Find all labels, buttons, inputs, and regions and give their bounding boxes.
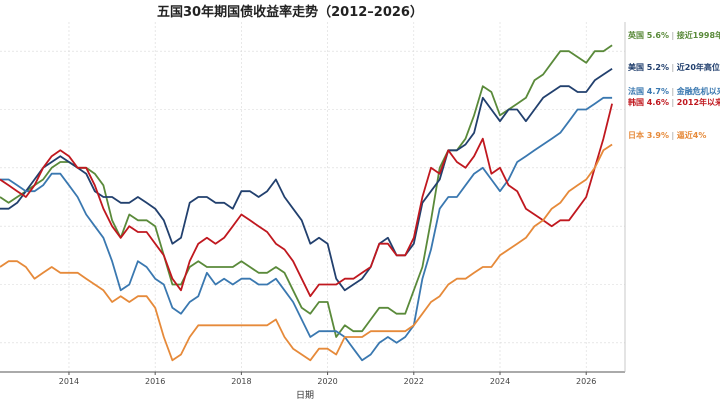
series-lines bbox=[0, 44, 613, 362]
axes bbox=[0, 22, 626, 373]
end-label-英国: 英国 5.6% | 接近1998年 bbox=[627, 30, 720, 40]
series-line-美国 bbox=[0, 67, 613, 292]
x-tick-label: 2026 bbox=[576, 377, 596, 386]
x-axis-label: 日期 bbox=[296, 390, 314, 401]
series-line-英国 bbox=[0, 44, 613, 338]
x-tick-label: 2018 bbox=[231, 377, 251, 386]
end-label-日本: 日本 3.9% | 逼近4% bbox=[628, 130, 706, 140]
x-tick-labels: 2014 2016 2018 2020 2022 2024 2026 bbox=[59, 372, 596, 386]
series-line-日本 bbox=[0, 143, 613, 362]
chart-title: 五国30年期国债收益率走势（2012–2026） bbox=[157, 4, 423, 20]
x-tick-label: 2014 bbox=[59, 377, 79, 386]
end-label-法国: 法国 4.7% | 金融危机以来 bbox=[628, 86, 720, 96]
series-line-韩国 bbox=[0, 103, 613, 298]
series-line-法国 bbox=[0, 96, 613, 362]
x-tick-label: 2022 bbox=[404, 377, 424, 386]
x-tick-label: 2020 bbox=[317, 377, 337, 386]
end-label-韩国: 韩国 4.6% | 2012年以来 bbox=[628, 97, 720, 107]
x-tick-label: 2024 bbox=[490, 377, 510, 386]
end-label-美国: 美国 5.2% | 近20年高位 bbox=[628, 62, 720, 72]
x-tick-label: 2016 bbox=[145, 377, 165, 386]
grid bbox=[0, 22, 625, 372]
